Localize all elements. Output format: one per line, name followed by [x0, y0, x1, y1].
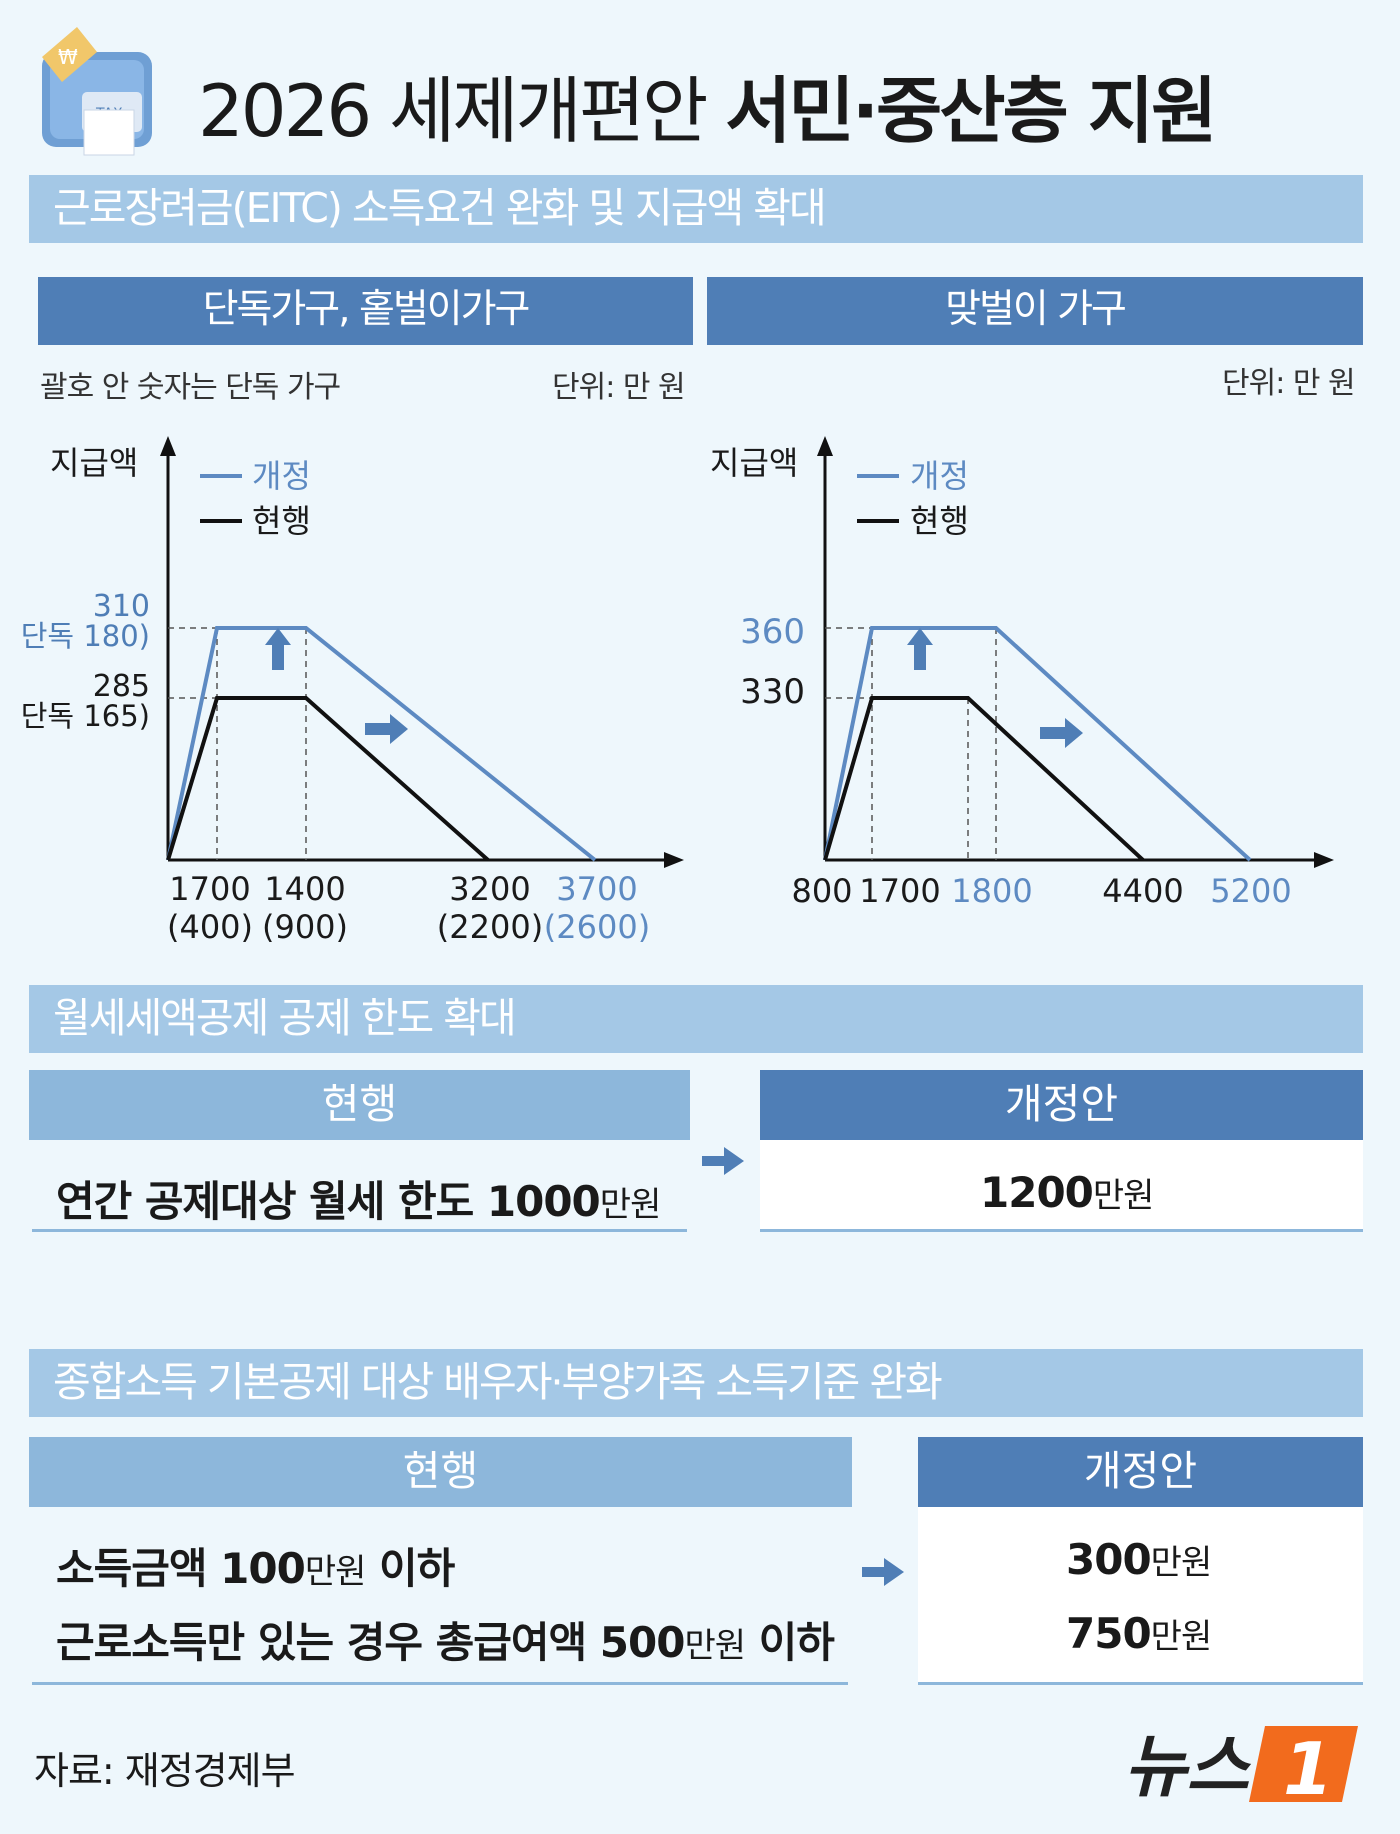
legend-revised-label: 개정 — [252, 457, 311, 495]
x-tick-1400-sub: (900) — [262, 908, 348, 946]
x-tick-1800: 1800 — [951, 872, 1032, 910]
tax-receipt-machine-icon: TAX ₩ — [42, 27, 152, 156]
x-axis-arrow — [1314, 852, 1334, 868]
dependent-current-cell: 소득금액 100만원 이하 근로소득만 있는 경우 총급여액 500만원 이하 — [32, 1507, 848, 1685]
source-note: 자료: 재정경제부 — [34, 1749, 296, 1793]
panel-single-heading: 단독가구, 홑벌이가구 — [38, 277, 693, 345]
x-tick-1400: 1400 — [264, 870, 345, 908]
dependent-current-row1: 소득금액 100만원 이하 — [56, 1544, 455, 1593]
chart-dual: 지급액 개정 현행 360 330 800 1700 1800 4400 520… — [710, 436, 1334, 910]
shift-right-arrow — [365, 714, 408, 744]
news1-logo: 뉴스 1 — [1120, 1716, 1365, 1815]
news1-logo-mark: 뉴스 1 — [1124, 1726, 1358, 1811]
y-tick-360: 360 — [740, 612, 805, 652]
x-tick-1700: 1700 — [169, 870, 250, 908]
section-eitc-title: 근로장려금(EITC) 소득요건 완화 및 지급액 확대 — [29, 175, 1363, 243]
legend-revised-label: 개정 — [910, 457, 969, 495]
y-axis-label: 지급액 — [710, 444, 798, 482]
section-rent-title: 월세세액공제 공제 한도 확대 — [29, 985, 1363, 1053]
section-dependent-title: 종합소득 기본공제 대상 배우자·부양가족 소득기준 완화 — [29, 1349, 1363, 1417]
series-current-line — [166, 696, 490, 862]
x-tick-4400: 4400 — [1102, 872, 1183, 910]
dependent-new-heading: 개정안 — [918, 1437, 1363, 1507]
header: TAX ₩ 2026 세제개편안 서민·중산층 지원 — [0, 0, 1400, 160]
legend-current-label: 현행 — [910, 502, 969, 540]
x-tick-1700: 1700 — [859, 872, 940, 910]
x-tick-3200-sub: (2200) — [437, 908, 543, 946]
x-tick-1700-sub: (400) — [167, 908, 253, 946]
x-axis-arrow — [664, 852, 684, 868]
rent-current-cell: 연간 공제대상 월세 한도 1000만원 — [32, 1140, 687, 1232]
y-tick-310-sub: (단독 180) — [20, 619, 150, 653]
parenthesis-note: 괄호 안 숫자는 단독 가구 — [40, 370, 341, 405]
y-tick-330: 330 — [740, 672, 805, 712]
dependent-current-row2: 근로소득만 있는 경우 총급여액 500만원 이하 — [56, 1618, 835, 1667]
series-revised-line — [166, 626, 597, 862]
rent-new-cell: 1200만원 — [760, 1140, 1363, 1232]
rent-current-heading: 현행 — [29, 1070, 690, 1140]
y-tick-285: 285 — [93, 669, 150, 704]
y-axis-arrow — [160, 436, 176, 456]
dependent-new-row2: 750만원 — [1066, 1609, 1212, 1658]
shift-right-arrow — [1040, 718, 1083, 748]
dependent-new-cell: 300만원 750만원 — [918, 1507, 1363, 1685]
increase-up-arrow — [907, 628, 933, 670]
y-tick-285-sub: (단독 165) — [20, 699, 150, 733]
increase-up-arrow — [265, 628, 291, 670]
page-title: 2026 세제개편안 서민·중산층 지원 — [198, 69, 1217, 153]
arrow-right-icon — [702, 1147, 744, 1175]
unit-label-right: 단위: 만 원 — [1222, 366, 1356, 401]
rent-new-heading: 개정안 — [760, 1070, 1363, 1140]
dependent-new-row1: 300만원 — [1066, 1535, 1212, 1584]
unit-label-left: 단위: 만 원 — [552, 370, 686, 405]
chart-single: 지급액 개정 현행 310 (단독 180) 285 (단독 165) 1700… — [20, 436, 684, 946]
x-tick-800: 800 — [791, 872, 852, 910]
x-tick-3200: 3200 — [449, 870, 530, 908]
rent-new-text: 1200만원 — [980, 1168, 1154, 1217]
series-current-line — [823, 696, 1145, 862]
logo-badge — [1249, 1726, 1358, 1802]
svg-text:₩: ₩ — [58, 45, 78, 69]
x-tick-3700-sub: (2600) — [544, 908, 650, 946]
x-tick-5200: 5200 — [1210, 872, 1291, 910]
y-tick-310: 310 — [93, 589, 150, 624]
y-axis-arrow — [817, 436, 833, 456]
y-axis-label: 지급액 — [50, 444, 138, 482]
logo-text: 뉴스 — [1124, 1728, 1252, 1807]
dependent-current-heading: 현행 — [29, 1437, 852, 1507]
logo-number: 1 — [1283, 1727, 1333, 1811]
panel-dual-heading: 맞벌이 가구 — [707, 277, 1363, 345]
x-tick-3700: 3700 — [556, 870, 637, 908]
arrow-right-icon — [862, 1558, 904, 1586]
rent-current-text: 연간 공제대상 월세 한도 1000만원 — [56, 1177, 661, 1226]
legend-current-label: 현행 — [252, 502, 311, 540]
series-revised-line — [823, 626, 1252, 862]
